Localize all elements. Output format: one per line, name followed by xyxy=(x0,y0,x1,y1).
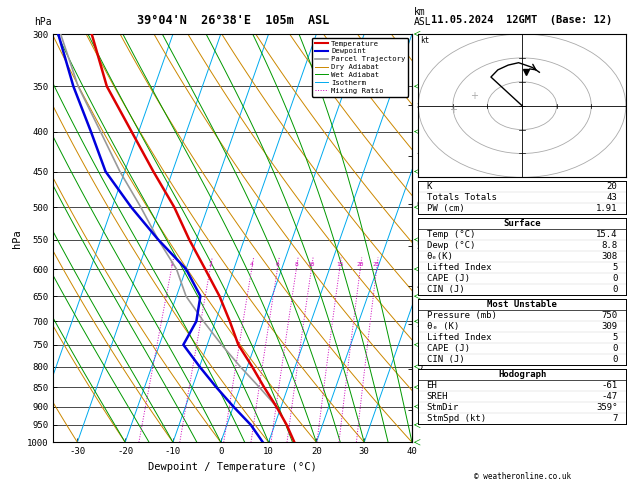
Y-axis label: hPa: hPa xyxy=(11,229,21,247)
Text: 11.05.2024  12GMT  (Base: 12): 11.05.2024 12GMT (Base: 12) xyxy=(431,15,613,25)
Text: EH: EH xyxy=(426,381,437,390)
Text: 0: 0 xyxy=(612,285,618,294)
Text: -61: -61 xyxy=(601,381,618,390)
Text: kt: kt xyxy=(420,36,430,45)
Text: 15: 15 xyxy=(336,262,343,267)
Text: hPa: hPa xyxy=(35,17,52,27)
Text: Hodograph: Hodograph xyxy=(498,370,546,379)
Text: +: + xyxy=(470,91,477,101)
Text: Lifted Index: Lifted Index xyxy=(426,333,491,342)
Text: Totals Totals: Totals Totals xyxy=(426,193,496,202)
Text: CIN (J): CIN (J) xyxy=(426,285,464,294)
Text: 8: 8 xyxy=(294,262,298,267)
Text: StmDir: StmDir xyxy=(426,403,459,412)
X-axis label: Dewpoint / Temperature (°C): Dewpoint / Temperature (°C) xyxy=(148,462,317,472)
Text: K: K xyxy=(426,182,432,191)
Text: 20: 20 xyxy=(357,262,364,267)
Text: 0: 0 xyxy=(612,355,618,364)
Text: 43: 43 xyxy=(607,193,618,202)
Legend: Temperature, Dewpoint, Parcel Trajectory, Dry Adiabat, Wet Adiabat, Isotherm, Mi: Temperature, Dewpoint, Parcel Trajectory… xyxy=(311,37,408,97)
Text: 359°: 359° xyxy=(596,403,618,412)
Text: 5: 5 xyxy=(612,333,618,342)
Text: θₑ(K): θₑ(K) xyxy=(426,252,454,261)
Text: CAPE (J): CAPE (J) xyxy=(426,344,470,353)
Text: 20: 20 xyxy=(607,182,618,191)
Text: 25: 25 xyxy=(373,262,381,267)
Text: 308: 308 xyxy=(601,252,618,261)
Text: 1: 1 xyxy=(170,262,174,267)
Text: SREH: SREH xyxy=(426,392,448,401)
Text: 0: 0 xyxy=(612,274,618,283)
Text: 10: 10 xyxy=(308,262,315,267)
Text: Surface: Surface xyxy=(503,219,541,228)
Text: 1.91: 1.91 xyxy=(596,204,618,213)
Text: -47: -47 xyxy=(601,392,618,401)
Text: 39°04'N  26°38'E  105m  ASL: 39°04'N 26°38'E 105m ASL xyxy=(136,14,329,27)
Text: © weatheronline.co.uk: © weatheronline.co.uk xyxy=(474,472,571,481)
Text: CIN (J): CIN (J) xyxy=(426,355,464,364)
Text: Temp (°C): Temp (°C) xyxy=(426,230,475,239)
Text: CAPE (J): CAPE (J) xyxy=(426,274,470,283)
Text: +: + xyxy=(449,105,457,116)
Text: Most Unstable: Most Unstable xyxy=(487,300,557,309)
Text: 1LCL: 1LCL xyxy=(416,407,433,413)
Text: StmSpd (kt): StmSpd (kt) xyxy=(426,414,486,423)
Text: 8.8: 8.8 xyxy=(601,241,618,250)
Text: 750: 750 xyxy=(601,311,618,320)
Text: Lifted Index: Lifted Index xyxy=(426,263,491,272)
Text: km
ASL: km ASL xyxy=(414,7,431,27)
Text: 309: 309 xyxy=(601,322,618,331)
Text: 2: 2 xyxy=(208,262,212,267)
Text: θₑ (K): θₑ (K) xyxy=(426,322,459,331)
Text: 5: 5 xyxy=(612,263,618,272)
Text: 6: 6 xyxy=(276,262,279,267)
Text: PW (cm): PW (cm) xyxy=(426,204,464,213)
Text: 0: 0 xyxy=(612,344,618,353)
Text: 15.4: 15.4 xyxy=(596,230,618,239)
Text: Dewp (°C): Dewp (°C) xyxy=(426,241,475,250)
Text: 4: 4 xyxy=(250,262,253,267)
Text: 7: 7 xyxy=(612,414,618,423)
Text: Pressure (mb): Pressure (mb) xyxy=(426,311,496,320)
